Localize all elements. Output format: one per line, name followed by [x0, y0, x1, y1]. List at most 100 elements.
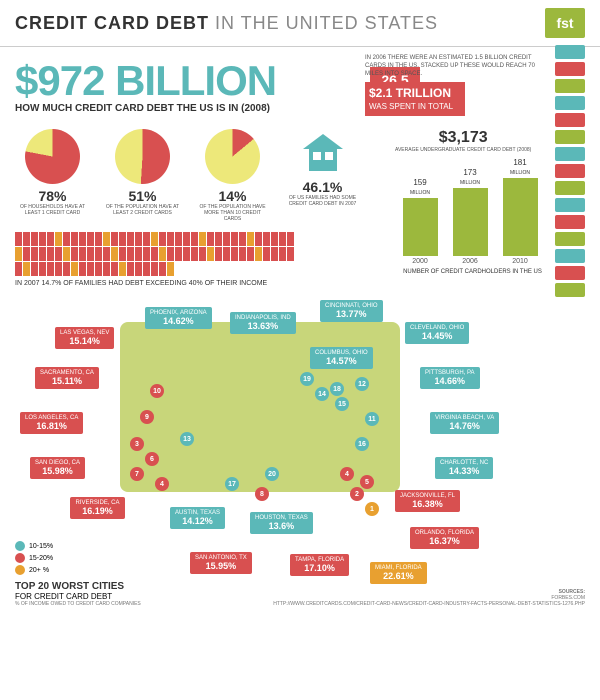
city-tag: VIRGINIA BEACH, VA14.76%	[430, 412, 499, 434]
person-icon	[71, 247, 78, 261]
legend-dot	[15, 565, 25, 575]
person-icon	[263, 247, 270, 261]
person-icon	[175, 232, 182, 246]
map-marker: 7	[130, 467, 144, 481]
city-pct: 15.95%	[195, 561, 247, 571]
people-grid	[15, 232, 295, 276]
undergrad-label: AVERAGE UNDERGRADUATE CREDIT CARD DEBT (…	[395, 147, 531, 153]
person-icon	[119, 262, 126, 276]
bar-value: 159MILLION	[400, 178, 440, 196]
top20-sub1: FOR CREDIT CARD DEBT	[15, 592, 141, 601]
mini-card	[555, 96, 585, 110]
city-tag: CLEVELAND, OHIO14.45%	[405, 322, 469, 344]
person-icon	[255, 232, 262, 246]
pie-pct: 14%	[195, 188, 270, 204]
map-marker: 5	[360, 475, 374, 489]
city-pct: 13.63%	[235, 321, 291, 331]
city-pct: 15.11%	[40, 376, 94, 386]
pie-item: 14% OF THE POPULATION HAVE MORE THAN 10 …	[195, 129, 270, 222]
person-icon	[271, 247, 278, 261]
person-icon	[95, 247, 102, 261]
map-marker: 3	[130, 437, 144, 451]
person-icon	[103, 232, 110, 246]
bar-item: 173MILLION 2006	[450, 168, 490, 265]
city-tag: LAS VEGAS, NEV15.14%	[55, 327, 114, 349]
person-icon	[223, 232, 230, 246]
mini-card	[555, 130, 585, 144]
person-icon	[143, 262, 150, 276]
person-icon	[215, 232, 222, 246]
legend-dot	[15, 541, 25, 551]
bar-year: 2000	[400, 258, 440, 265]
person-icon	[95, 232, 102, 246]
person-icon	[111, 247, 118, 261]
page-title: CREDIT CARD DEBT IN THE UNITED STATES	[15, 13, 438, 34]
house-label: OF US FAMILIES HAD SOME CREDIT CARD DEBT…	[285, 195, 360, 207]
person-icon	[239, 247, 246, 261]
city-tag: CHARLOTTE, NC14.33%	[435, 457, 493, 479]
mini-card	[555, 113, 585, 127]
person-icon	[15, 232, 22, 246]
bar-year: 2010	[500, 258, 540, 265]
house-pct: 46.1%	[285, 179, 360, 195]
map-marker: 10	[150, 384, 164, 398]
map-marker: 11	[365, 412, 379, 426]
person-icon	[207, 247, 214, 261]
person-icon	[167, 247, 174, 261]
city-tag: AUSTIN, TEXAS14.12%	[170, 507, 225, 529]
city-tag: PITTSBURGH, PA14.66%	[420, 367, 480, 389]
pie-item: 51% OF THE POPULATION HAVE AT LEAST 2 CR…	[105, 129, 180, 216]
pie-label: OF THE POPULATION HAVE MORE THAN 10 CRED…	[195, 204, 270, 222]
person-icon	[263, 232, 270, 246]
person-icon	[151, 262, 158, 276]
source-2: HTTP://WWW.CREDITCARDS.COM/CREDIT-CARD-N…	[273, 601, 585, 607]
person-icon	[39, 232, 46, 246]
city-pct: 13.77%	[325, 309, 378, 319]
city-pct: 15.98%	[35, 466, 80, 476]
person-icon	[135, 262, 142, 276]
sources: SOURCES: FORBES.COM HTTP://WWW.CREDITCAR…	[273, 589, 585, 607]
city-tag: RIVERSIDE, CA16.19%	[70, 497, 125, 519]
person-icon	[183, 232, 190, 246]
person-icon	[87, 232, 94, 246]
legend-item: 20+ %	[15, 565, 53, 575]
person-icon	[39, 262, 46, 276]
house-icon	[303, 134, 343, 174]
person-icon	[55, 262, 62, 276]
undergrad-num: $3,173	[395, 129, 531, 147]
person-icon	[127, 232, 134, 246]
person-icon	[199, 232, 206, 246]
pie-pct: 78%	[15, 188, 90, 204]
city-pct: 14.12%	[175, 516, 220, 526]
map-marker: 4	[155, 477, 169, 491]
bar-value: 173MILLION	[450, 168, 490, 186]
map-marker: 1	[365, 502, 379, 516]
person-icon	[159, 262, 166, 276]
city-pct: 17.10%	[295, 563, 344, 573]
hero-section: $972 BILLION HOW MUCH CREDIT CARD DEBT T…	[0, 47, 600, 124]
city-pct: 16.37%	[415, 536, 474, 546]
person-icon	[127, 247, 134, 261]
spent-box: $2.1 TRILLION WAS SPENT IN TOTAL	[365, 82, 465, 116]
person-icon	[279, 232, 286, 246]
mini-card	[555, 232, 585, 246]
person-icon	[271, 232, 278, 246]
person-icon	[39, 247, 46, 261]
person-icon	[247, 247, 254, 261]
city-tag: PHOENIX, ARIZONA14.62%	[145, 307, 212, 329]
person-icon	[103, 262, 110, 276]
person-icon	[119, 247, 126, 261]
mini-card	[555, 62, 585, 76]
city-tag: MIAMI, FLORIDA22.61%	[370, 562, 427, 584]
person-icon	[279, 247, 286, 261]
pie-label: OF HOUSEHOLDS HAVE AT LEAST 1 CREDIT CAR…	[15, 204, 90, 216]
title-light: IN THE UNITED STATES	[209, 13, 438, 33]
person-icon	[31, 232, 38, 246]
map-marker: 14	[315, 387, 329, 401]
city-pct: 16.19%	[75, 506, 120, 516]
person-icon	[47, 262, 54, 276]
person-icon	[159, 232, 166, 246]
map-marker: 6	[145, 452, 159, 466]
city-pct: 14.62%	[150, 316, 207, 326]
map-marker: 18	[330, 382, 344, 396]
